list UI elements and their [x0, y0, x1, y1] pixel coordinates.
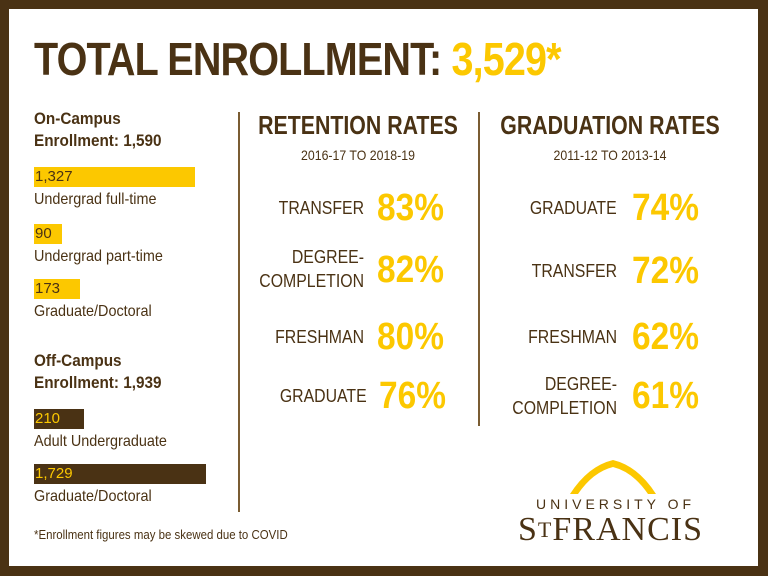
retention-label-graduate: GRADUATE	[280, 386, 367, 406]
retention-label-degree-line2: COMPLETION	[259, 271, 364, 291]
retention-value-graduate: 76%	[379, 375, 446, 417]
bar-off-campus-graduate: 1,729	[34, 464, 206, 484]
label-off-campus-graduate: Graduate/Doctoral	[34, 488, 152, 505]
graduation-label-degree-completion: DEGREE- COMPLETION	[512, 372, 617, 420]
graduation-value-graduate: 74%	[632, 187, 699, 229]
retention-label-transfer: TRANSFER	[278, 198, 364, 218]
label-on-campus-graduate: Graduate/Doctoral	[34, 303, 152, 320]
retention-subtitle: 2016-17 TO 2018-19	[301, 147, 415, 163]
on-campus-heading: On-Campus Enrollment: 1,590	[34, 108, 162, 152]
off-campus-heading-line2: Enrollment: 1,939	[34, 373, 162, 392]
total-enrollment-value: 3,529*	[451, 33, 561, 85]
graduation-value-transfer: 72%	[632, 250, 699, 292]
graduation-label-degree-line2: COMPLETION	[512, 398, 617, 418]
graduation-value-degree-completion: 61%	[632, 375, 699, 417]
graduation-title: GRADUATION RATES	[500, 110, 720, 140]
retention-value-freshman: 80%	[377, 316, 444, 358]
bar-adult-undergraduate: 210	[34, 409, 84, 429]
logo-francis: FRANCIS	[552, 511, 703, 548]
divider-right	[478, 112, 480, 426]
graduation-subtitle: 2011-12 TO 2013-14	[553, 147, 667, 163]
retention-value-transfer: 83%	[377, 187, 444, 229]
covid-footnote: *Enrollment figures may be skewed due to…	[34, 527, 288, 542]
divider-left	[238, 112, 240, 512]
label-undergrad-full-time: Undergrad full-time	[34, 191, 157, 208]
bar-undergrad-part-time: 90	[34, 224, 62, 244]
retention-label-degree-line1: DEGREE-	[291, 247, 364, 267]
page-title: TOTAL ENROLLMENT: 3,529*	[34, 33, 562, 85]
graduation-label-degree-line1: DEGREE-	[544, 374, 617, 394]
retention-label-freshman: FRESHMAN	[275, 327, 364, 347]
logo-university-of: UNIVERSITY OF	[536, 496, 696, 512]
arch-logo-icon	[570, 460, 656, 494]
retention-value-degree-completion: 82%	[377, 249, 444, 291]
off-campus-heading: Off-Campus Enrollment: 1,939	[34, 350, 162, 394]
graduation-label-graduate: GRADUATE	[530, 198, 617, 218]
graduation-value-freshman: 62%	[632, 316, 699, 358]
graduation-label-transfer: TRANSFER	[531, 261, 617, 281]
label-undergrad-part-time: Undergrad part-time	[34, 248, 163, 265]
on-campus-heading-line1: On-Campus	[34, 109, 121, 128]
graduation-label-freshman: FRESHMAN	[528, 327, 617, 347]
on-campus-heading-line2: Enrollment: 1,590	[34, 131, 162, 150]
title-prefix: TOTAL ENROLLMENT:	[34, 33, 442, 85]
logo-st-s: S	[518, 511, 538, 548]
bar-undergrad-full-time: 1,327	[34, 167, 195, 187]
retention-label-degree-completion: DEGREE- COMPLETION	[259, 245, 364, 293]
label-adult-undergraduate: Adult Undergraduate	[34, 433, 167, 450]
bar-on-campus-graduate: 173	[34, 279, 80, 299]
logo-st-t: T	[537, 517, 553, 542]
off-campus-heading-line1: Off-Campus	[34, 351, 122, 370]
logo-st-francis: STFRANCIS	[518, 512, 703, 548]
retention-title: RETENTION RATES	[258, 110, 458, 140]
